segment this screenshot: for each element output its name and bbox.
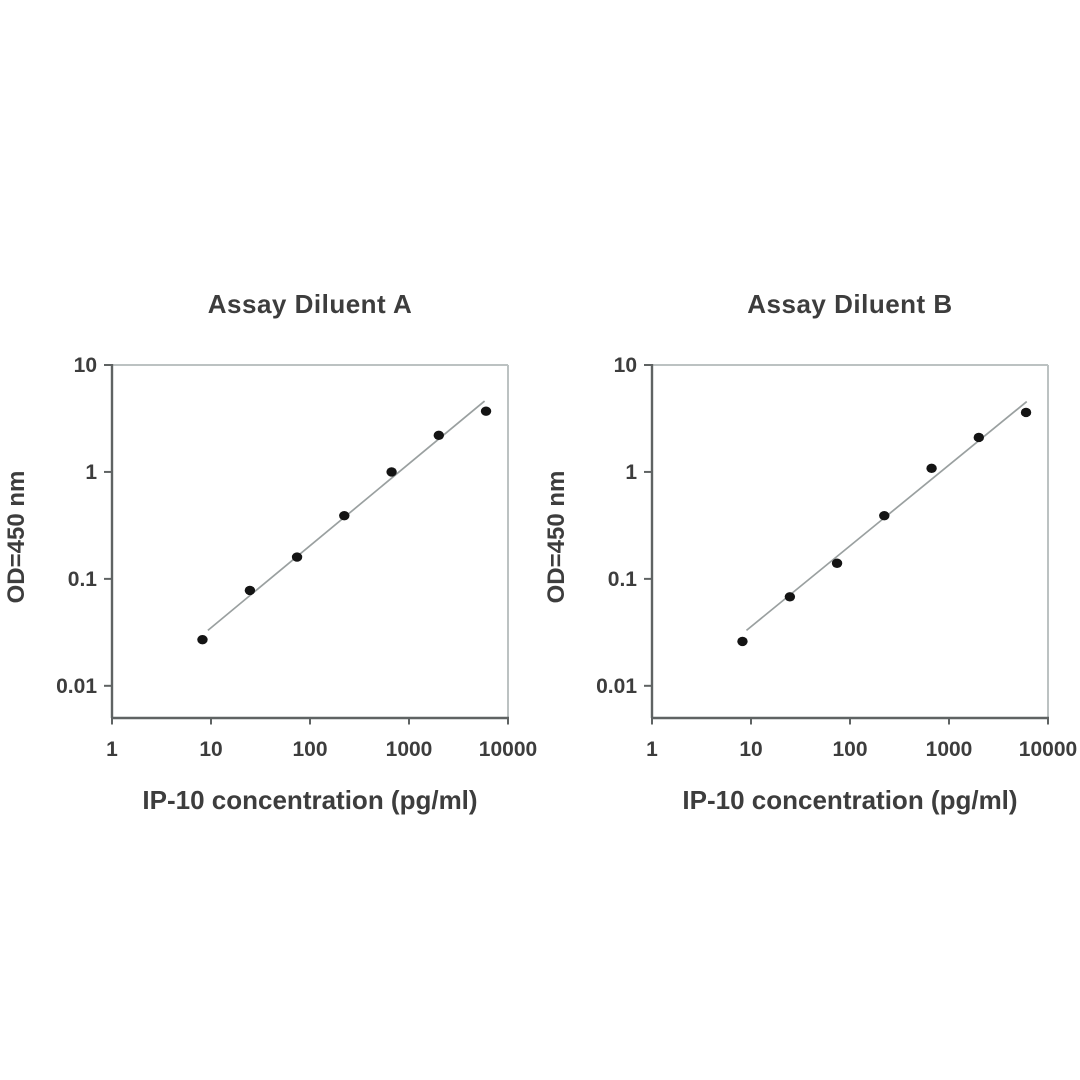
chart-a-title: Assay Diluent A bbox=[207, 289, 413, 319]
chart-b-y-axis-label: OD=450 nm bbox=[543, 470, 570, 604]
y-tick-label: 0.1 bbox=[608, 568, 638, 591]
data-point bbox=[831, 558, 843, 568]
y-tick-label: 0.01 bbox=[596, 675, 637, 698]
data-point bbox=[973, 432, 985, 443]
data-point bbox=[291, 552, 303, 562]
y-tick-label: 1 bbox=[625, 461, 637, 484]
y-tick-label: 10 bbox=[614, 354, 637, 377]
chart-assay-diluent-b: Assay Diluent B 1 10 100 1000 10000 10 1 0.1 0.0… bbox=[540, 270, 1080, 830]
chart-b-plot-area: 1 10 100 1000 10000 10 1 0.1 0.01 bbox=[596, 354, 1077, 761]
x-tick-label: 10000 bbox=[479, 738, 537, 761]
chart-b-title: Assay Diluent B bbox=[747, 289, 953, 319]
x-tick-label: 10 bbox=[199, 738, 222, 761]
y-tick-label: 0.1 bbox=[68, 568, 98, 591]
chart-b-x-axis-label: IP-10 concentration (pg/ml) bbox=[682, 785, 1018, 815]
x-tick-label: 1000 bbox=[926, 738, 973, 761]
y-tick-label: 0.01 bbox=[56, 675, 97, 698]
data-point bbox=[480, 406, 492, 416]
data-point bbox=[197, 634, 208, 645]
x-tick-label: 100 bbox=[292, 738, 327, 761]
data-point bbox=[784, 592, 796, 602]
chart-a-x-axis-label: IP-10 concentration (pg/ml) bbox=[142, 785, 478, 815]
data-point bbox=[737, 636, 748, 647]
x-tick-label: 1 bbox=[646, 738, 658, 761]
data-point bbox=[433, 430, 445, 441]
y-tick-label: 10 bbox=[74, 354, 97, 377]
chart-assay-diluent-a: Assay Diluent A 1 10 100 1000 10000 10 1 0.1 0.0… bbox=[0, 270, 540, 830]
x-tick-label: 1000 bbox=[386, 738, 433, 761]
x-tick-label: 1 bbox=[106, 738, 118, 761]
x-tick-label: 10000 bbox=[1019, 738, 1077, 761]
data-point bbox=[244, 585, 256, 596]
chart-a-y-axis-label: OD=450 nm bbox=[3, 470, 30, 604]
data-point bbox=[926, 463, 937, 474]
data-point bbox=[339, 510, 350, 521]
x-tick-label: 100 bbox=[832, 738, 867, 761]
chart-a-plot-area: 1 10 100 1000 10000 10 1 0.1 0.01 bbox=[56, 354, 537, 761]
x-tick-label: 10 bbox=[739, 738, 762, 761]
data-point bbox=[386, 467, 397, 477]
data-point bbox=[1020, 407, 1032, 418]
data-point bbox=[879, 510, 890, 521]
y-tick-label: 1 bbox=[85, 461, 97, 484]
